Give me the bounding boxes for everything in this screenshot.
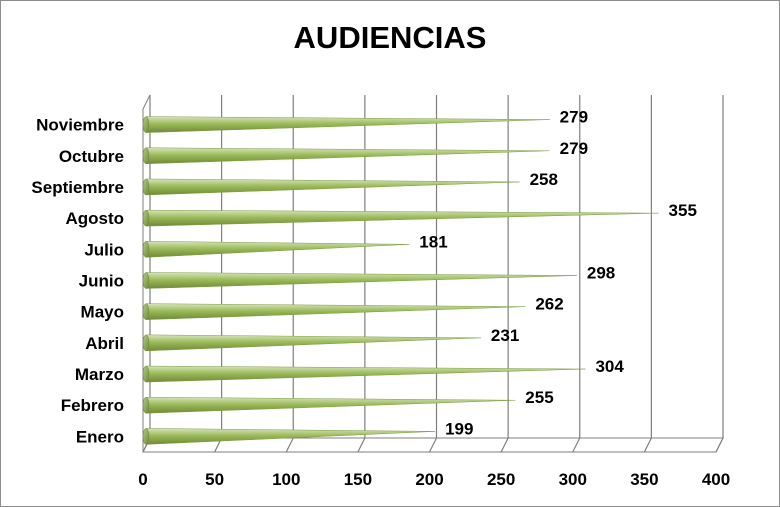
bar-base	[142, 241, 150, 258]
bar	[145, 147, 550, 165]
bar-base	[142, 334, 150, 352]
bar	[145, 209, 659, 227]
category-label: Abril	[85, 334, 124, 353]
x-tick-label: 300	[559, 470, 587, 489]
bar	[145, 178, 520, 196]
category-label: Agosto	[65, 209, 124, 228]
bar-base	[142, 365, 150, 383]
category-label: Febrero	[61, 396, 124, 415]
bar	[145, 334, 481, 352]
gridline	[572, 95, 581, 453]
data-label: 199	[445, 419, 473, 438]
category-label: Julio	[84, 240, 124, 259]
x-tick-label: 150	[344, 470, 372, 489]
x-tick-label: 100	[272, 470, 300, 489]
gridline	[500, 95, 509, 453]
data-label: 304	[595, 357, 624, 376]
data-label: 355	[669, 201, 697, 220]
bar	[145, 272, 577, 289]
x-tick-label: 350	[630, 470, 658, 489]
gridline	[357, 95, 366, 453]
x-tick-label: 250	[487, 470, 515, 489]
category-label: Marzo	[75, 365, 124, 384]
bar	[145, 303, 526, 320]
gridline	[428, 95, 438, 453]
data-label: 298	[587, 264, 615, 283]
data-label: 258	[530, 170, 558, 189]
x-tick-label: 0	[138, 470, 147, 489]
x-tick-label: 400	[702, 470, 730, 489]
data-label: 279	[560, 108, 588, 127]
bar-base	[142, 428, 150, 445]
gridline	[715, 95, 724, 453]
data-label: 181	[419, 232, 447, 251]
data-label: 255	[525, 388, 553, 407]
category-label: Enero	[76, 427, 124, 446]
data-label: 279	[560, 139, 588, 158]
category-label: Junio	[79, 272, 124, 291]
gridline	[643, 95, 652, 453]
bar-base	[142, 303, 150, 320]
category-label: Noviembre	[36, 116, 124, 135]
bar-base	[142, 178, 150, 196]
chart-title: AUDIENCIAS	[293, 20, 487, 55]
x-tick-label: 200	[415, 470, 443, 489]
bar	[145, 365, 586, 383]
x-tick-label: 50	[205, 470, 224, 489]
bar-base	[142, 272, 150, 289]
category-label: Mayo	[81, 303, 124, 322]
bar-base	[142, 116, 150, 133]
bar	[145, 241, 410, 258]
data-label: 231	[491, 326, 519, 345]
bar-base	[142, 209, 150, 227]
bar	[145, 396, 516, 414]
data-label: 262	[535, 295, 563, 314]
bar-base	[142, 147, 150, 165]
bar-base	[142, 396, 150, 414]
bar	[145, 116, 550, 133]
category-label: Septiembre	[31, 178, 124, 197]
category-label: Octubre	[59, 147, 124, 166]
